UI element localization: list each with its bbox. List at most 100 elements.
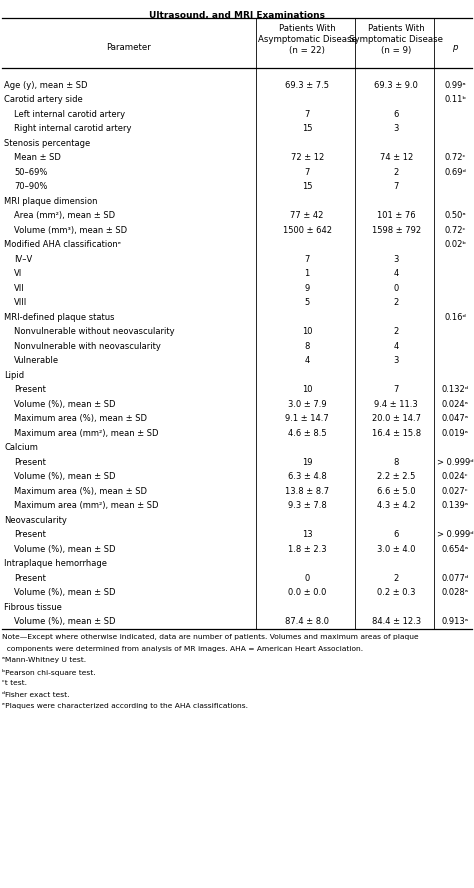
Text: 5: 5 (304, 298, 310, 307)
Text: Carotid artery side: Carotid artery side (4, 95, 83, 104)
Text: 4.6 ± 8.5: 4.6 ± 8.5 (288, 429, 327, 438)
Text: 72 ± 12: 72 ± 12 (291, 154, 324, 163)
Text: 13: 13 (302, 530, 312, 539)
Text: 0.024ᵃ: 0.024ᵃ (442, 400, 468, 408)
Text: 2: 2 (393, 328, 399, 337)
Text: Maximum area (%), mean ± SD: Maximum area (%), mean ± SD (14, 487, 147, 496)
Text: Neovascularity: Neovascularity (4, 516, 67, 525)
Text: 69.3 ± 9.0: 69.3 ± 9.0 (374, 81, 418, 90)
Text: 101 ± 76: 101 ± 76 (377, 211, 416, 220)
Text: (n = 9): (n = 9) (381, 46, 411, 55)
Text: ᵉPlaques were characterized according to the AHA classifications.: ᵉPlaques were characterized according to… (2, 703, 248, 709)
Text: 0.654ᵃ: 0.654ᵃ (441, 544, 469, 554)
Text: Area (mm²), mean ± SD: Area (mm²), mean ± SD (14, 211, 116, 220)
Text: Age (y), mean ± SD: Age (y), mean ± SD (4, 81, 88, 90)
Text: Stenosis percentage: Stenosis percentage (4, 139, 91, 147)
Text: 0.139ᵃ: 0.139ᵃ (441, 501, 469, 511)
Text: 3.0 ± 4.0: 3.0 ± 4.0 (377, 544, 416, 554)
Text: 1: 1 (304, 269, 310, 278)
Text: ᵇPearson chi-square test.: ᵇPearson chi-square test. (2, 669, 96, 676)
Text: p: p (452, 43, 458, 52)
Text: 8: 8 (393, 457, 399, 467)
Text: Parameter: Parameter (107, 43, 151, 52)
Text: 77 ± 42: 77 ± 42 (291, 211, 324, 220)
Text: 0.027ᶜ: 0.027ᶜ (442, 487, 468, 496)
Text: Note—Except where otherwise indicated, data are number of patients. Volumes and : Note—Except where otherwise indicated, d… (2, 634, 419, 640)
Text: 0.72ᶜ: 0.72ᶜ (444, 226, 466, 234)
Text: 70–90%: 70–90% (14, 182, 48, 191)
Text: 6.6 ± 5.0: 6.6 ± 5.0 (377, 487, 416, 496)
Text: 9: 9 (304, 284, 310, 293)
Text: 1.8 ± 2.3: 1.8 ± 2.3 (288, 544, 327, 554)
Text: 15: 15 (302, 124, 312, 133)
Text: (n = 22): (n = 22) (289, 46, 325, 55)
Text: 4: 4 (304, 356, 310, 365)
Text: 10: 10 (302, 328, 312, 337)
Text: 0.72ᶜ: 0.72ᶜ (444, 154, 466, 163)
Text: 4.3 ± 4.2: 4.3 ± 4.2 (377, 501, 416, 511)
Text: 2: 2 (393, 574, 399, 583)
Text: 7: 7 (304, 255, 310, 264)
Text: MRI-defined plaque status: MRI-defined plaque status (4, 313, 115, 321)
Text: 3.0 ± 7.9: 3.0 ± 7.9 (288, 400, 327, 408)
Text: 9.3 ± 7.8: 9.3 ± 7.8 (288, 501, 327, 511)
Text: 13.8 ± 8.7: 13.8 ± 8.7 (285, 487, 329, 496)
Text: Nonvulnerable without neovascularity: Nonvulnerable without neovascularity (14, 328, 175, 337)
Text: Right internal carotid artery: Right internal carotid artery (14, 124, 132, 133)
Text: 0.024ᶜ: 0.024ᶜ (442, 472, 468, 481)
Text: ᶜt test.: ᶜt test. (2, 680, 27, 686)
Text: Nonvulnerable with neovascularity: Nonvulnerable with neovascularity (14, 342, 161, 351)
Text: 0.69ᵈ: 0.69ᵈ (444, 168, 466, 177)
Text: 74 ± 12: 74 ± 12 (380, 154, 413, 163)
Text: Present: Present (14, 530, 46, 539)
Text: Asymptomatic Disease: Asymptomatic Disease (258, 35, 356, 44)
Text: 7: 7 (304, 168, 310, 177)
Text: 0.028ᵃ: 0.028ᵃ (441, 588, 469, 598)
Text: 1598 ± 792: 1598 ± 792 (372, 226, 421, 234)
Text: Maximum area (mm²), mean ± SD: Maximum area (mm²), mean ± SD (14, 501, 159, 511)
Text: 7: 7 (393, 182, 399, 191)
Text: ᵃMann-Whitney U test.: ᵃMann-Whitney U test. (2, 657, 86, 663)
Text: 8: 8 (304, 342, 310, 351)
Text: Volume (%), mean ± SD: Volume (%), mean ± SD (14, 588, 116, 598)
Text: 0.913ᵃ: 0.913ᵃ (441, 617, 469, 626)
Text: 19: 19 (302, 457, 312, 467)
Text: Present: Present (14, 574, 46, 583)
Text: 3: 3 (393, 255, 399, 264)
Text: 2: 2 (393, 298, 399, 307)
Text: 0.0 ± 0.0: 0.0 ± 0.0 (288, 588, 326, 598)
Text: 9.1 ± 14.7: 9.1 ± 14.7 (285, 414, 329, 424)
Text: Volume (mm³), mean ± SD: Volume (mm³), mean ± SD (14, 226, 128, 234)
Text: 16.4 ± 15.8: 16.4 ± 15.8 (372, 429, 421, 438)
Text: Symptomatic Disease: Symptomatic Disease (349, 35, 443, 44)
Text: Lipid: Lipid (4, 371, 25, 380)
Text: Vulnerable: Vulnerable (14, 356, 60, 365)
Text: 87.4 ± 8.0: 87.4 ± 8.0 (285, 617, 329, 626)
Text: 0.50ᵃ: 0.50ᵃ (444, 211, 466, 220)
Text: VI: VI (14, 269, 23, 278)
Text: Mean ± SD: Mean ± SD (14, 154, 61, 163)
Text: 4: 4 (393, 269, 399, 278)
Text: 7: 7 (393, 385, 399, 394)
Text: 6.3 ± 4.8: 6.3 ± 4.8 (288, 472, 327, 481)
Text: ᵈFisher exact test.: ᵈFisher exact test. (2, 692, 70, 697)
Text: Modified AHA classificationᵉ: Modified AHA classificationᵉ (4, 241, 122, 250)
Text: 0.132ᵈ: 0.132ᵈ (441, 385, 469, 394)
Text: VIII: VIII (14, 298, 27, 307)
Text: 10: 10 (302, 385, 312, 394)
Text: 0.16ᵈ: 0.16ᵈ (444, 313, 466, 321)
Text: Left internal carotid artery: Left internal carotid artery (14, 110, 126, 119)
Text: 84.4 ± 12.3: 84.4 ± 12.3 (372, 617, 421, 626)
Text: 20.0 ± 14.7: 20.0 ± 14.7 (372, 414, 421, 424)
Text: 3: 3 (393, 356, 399, 365)
Text: 0.99ᵃ: 0.99ᵃ (444, 81, 466, 90)
Text: 0.077ᵈ: 0.077ᵈ (441, 574, 469, 583)
Text: Patients With: Patients With (368, 24, 425, 33)
Text: > 0.999ᵈ: > 0.999ᵈ (437, 457, 474, 467)
Text: Maximum area (%), mean ± SD: Maximum area (%), mean ± SD (14, 414, 147, 424)
Text: Fibrous tissue: Fibrous tissue (4, 603, 62, 612)
Text: 0.019ᵃ: 0.019ᵃ (442, 429, 468, 438)
Text: 9.4 ± 11.3: 9.4 ± 11.3 (374, 400, 418, 408)
Text: 50–69%: 50–69% (14, 168, 48, 177)
Text: 15: 15 (302, 182, 312, 191)
